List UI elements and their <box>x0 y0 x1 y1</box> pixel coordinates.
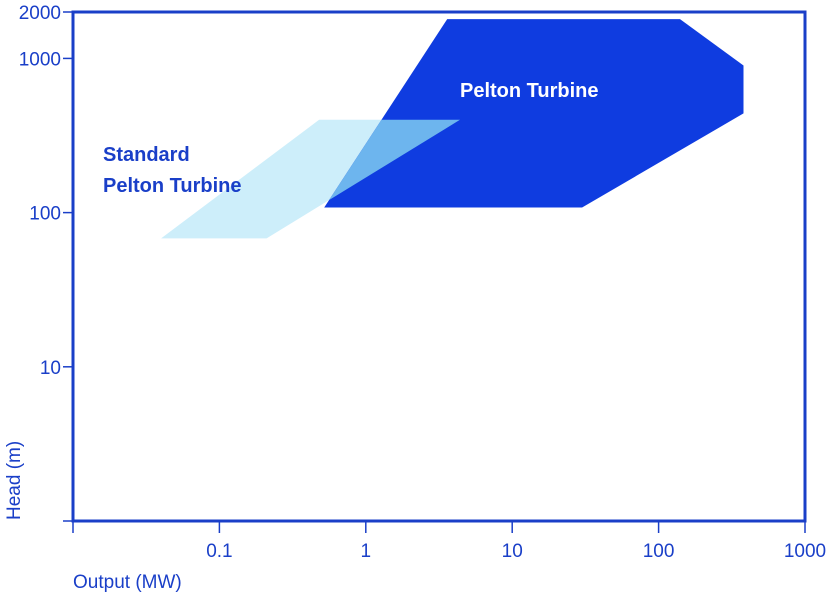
y-axis-title: Head (m) <box>4 441 25 520</box>
plot-frame <box>71 10 807 523</box>
y-tick-label: 2000 <box>19 3 61 24</box>
x-tick-label: 1000 <box>784 541 826 562</box>
y-tick-label: 10 <box>40 358 61 379</box>
plot-area <box>161 19 744 239</box>
standard-pelton-label-line-1: Standard <box>103 144 190 166</box>
x-tick-label: 1 <box>361 541 372 562</box>
standard-pelton-label: Standard Pelton Turbine <box>103 144 242 197</box>
x-axis-ticks: 0.1 1 10 100 1000 <box>72 521 826 562</box>
y-tick-label: 1000 <box>19 49 61 70</box>
x-axis-title: Output (MW) <box>73 572 182 593</box>
pelton-turbine-label: Pelton Turbine <box>460 80 599 102</box>
x-tick-label: 10 <box>502 541 523 562</box>
x-tick-label: 0.1 <box>206 541 232 562</box>
y-axis-ticks: 10 100 1000 2000 <box>19 3 73 522</box>
y-tick-label: 100 <box>29 204 61 225</box>
x-tick-label: 100 <box>643 541 675 562</box>
standard-pelton-label-line-2: Pelton Turbine <box>103 175 242 197</box>
pelton-turbine-region <box>324 19 744 208</box>
